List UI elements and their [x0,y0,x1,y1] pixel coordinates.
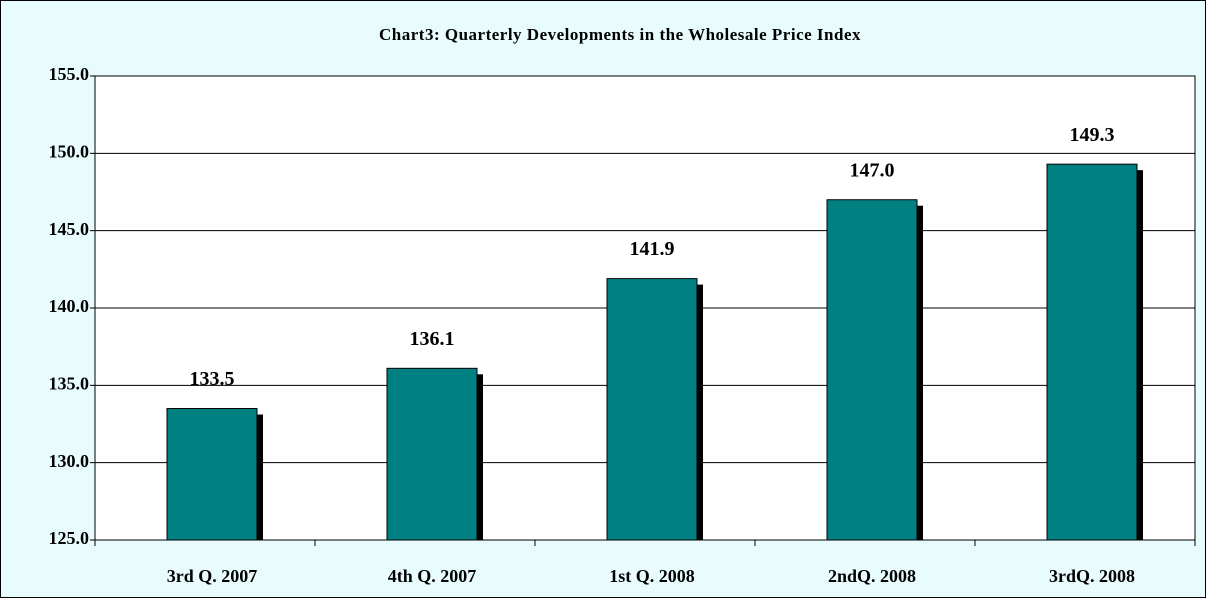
y-tick-label: 140.0 [49,296,90,316]
bar [386,367,478,541]
bar [1046,163,1138,541]
y-tick-label: 125.0 [49,528,90,548]
x-tick-label: 1st Q. 2008 [609,566,695,586]
bar [606,278,698,541]
data-label: 141.9 [630,238,675,260]
y-tick-label: 155.0 [49,64,90,84]
bar [166,408,258,541]
data-label: 136.1 [410,328,455,350]
y-tick-label: 145.0 [49,219,90,239]
y-tick-label: 135.0 [49,373,90,393]
data-label: 147.0 [850,159,895,181]
x-tick-label: 2ndQ. 2008 [828,566,916,586]
x-tick-label: 3rd Q. 2007 [167,566,258,586]
x-tick-label: 3rdQ. 2008 [1049,566,1135,586]
data-label: 149.3 [1070,124,1115,146]
bar [826,199,918,541]
x-tick-label: 4th Q. 2007 [388,566,477,586]
data-label: 133.5 [190,368,235,390]
y-tick-label: 150.0 [49,141,90,161]
y-tick-label: 130.0 [49,451,90,471]
chart-title: Chart3: Quarterly Developments in the Wh… [379,25,861,44]
